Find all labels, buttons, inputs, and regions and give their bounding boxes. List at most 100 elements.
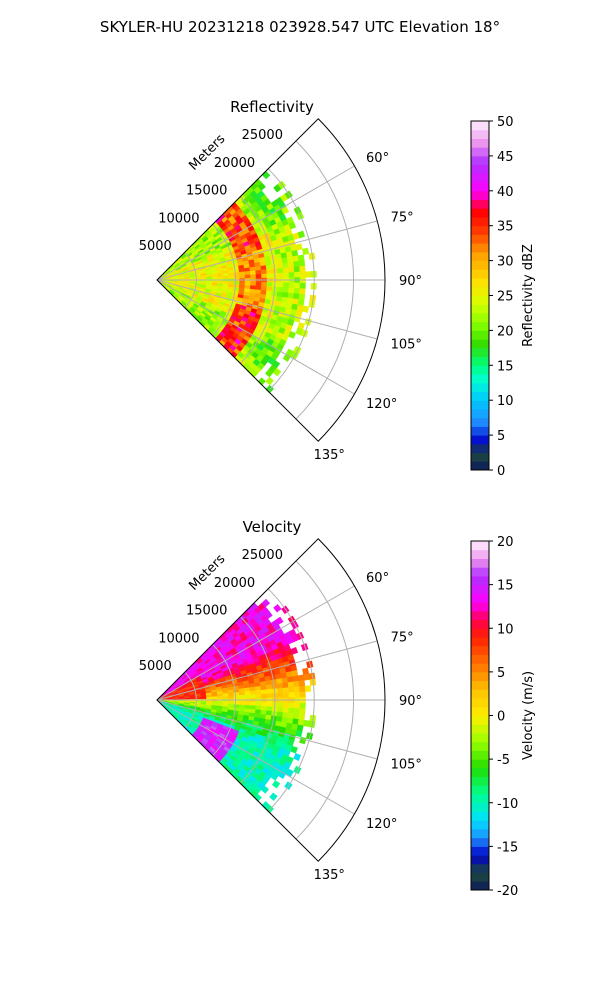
velocity-echo-cell xyxy=(200,697,207,700)
velocity-echo-cell xyxy=(298,713,306,721)
velocity-colorbar-segment xyxy=(471,689,489,699)
velocity-colorbar-segment xyxy=(471,837,489,847)
reflectivity-angle-tick-label: 90° xyxy=(399,274,422,289)
velocity-echo-cell xyxy=(265,684,273,690)
reflectivity-colorbar-tick-label: 20 xyxy=(497,324,514,339)
reflectivity-colorbar-segment xyxy=(471,321,489,331)
reflectivity-colorbar-segment xyxy=(471,408,489,419)
reflectivity-colorbar-segment xyxy=(471,234,489,244)
reflectivity-echo-cell xyxy=(238,271,246,276)
velocity-echo-cell xyxy=(282,707,290,714)
velocity-echo-cell xyxy=(288,707,295,714)
velocity-echo-cell xyxy=(287,681,295,688)
velocity-echo-cell xyxy=(233,695,240,699)
velocity-echo-cell xyxy=(273,603,282,613)
velocity-angle-tick-label: 120° xyxy=(366,817,397,832)
velocity-echo-cell xyxy=(244,694,251,699)
velocity-colorbar-segment xyxy=(471,593,489,603)
reflectivity-colorbar-segment xyxy=(471,391,489,401)
reflectivity-radial-gridline xyxy=(156,165,355,281)
reflectivity-echo-cell xyxy=(233,281,240,286)
reflectivity-colorbar-segment xyxy=(471,304,489,314)
reflectivity-echo-cell xyxy=(255,273,262,279)
velocity-radial-tick-label: 10000 xyxy=(158,631,199,646)
velocity-panel: Velocity 60° 75° 90° 105° 120° 135° 5000 10000 15… xyxy=(139,518,536,899)
reflectivity-echo-cell xyxy=(292,255,300,263)
reflectivity-colorbar-segment xyxy=(471,164,489,174)
velocity-echo-cell xyxy=(266,688,273,695)
reflectivity-colorbar-tick-label: 0 xyxy=(497,464,505,479)
velocity-colorbar-label: Velocity (m/s) xyxy=(521,671,536,760)
velocity-echo-cell xyxy=(288,692,295,698)
velocity-echo-cell xyxy=(266,693,273,699)
reflectivity-echo-cell xyxy=(244,270,251,276)
velocity-echo-cell xyxy=(290,646,299,655)
velocity-echo-cell xyxy=(261,598,271,608)
reflectivity-echo-cell xyxy=(239,281,246,286)
reflectivity-echo-cell xyxy=(266,282,273,288)
velocity-echo-cell xyxy=(249,686,256,692)
velocity-echo-cell xyxy=(299,685,306,693)
reflectivity-echo-cell xyxy=(244,281,251,286)
reflectivity-echo-cell xyxy=(288,266,295,273)
velocity-echo-cell xyxy=(292,675,300,683)
velocity-echo-cell xyxy=(287,712,295,719)
reflectivity-radial-tick-label: 5000 xyxy=(139,239,172,254)
reflectivity-colorbar-tick-label: 5 xyxy=(497,429,505,444)
velocity-colorbar-segment xyxy=(471,785,489,795)
velocity-colorbar-segment xyxy=(471,759,489,769)
velocity-colorbar-tick-label: -10 xyxy=(497,797,518,812)
velocity-echo-cell xyxy=(282,712,289,719)
reflectivity-colorbar-segment xyxy=(471,129,489,139)
reflectivity-angle-tick-label: 60° xyxy=(366,151,389,166)
velocity-echo-cell xyxy=(255,689,262,695)
reflectivity-echo-cell xyxy=(228,272,235,277)
velocity-echo-cell xyxy=(275,616,284,625)
velocity-echo-cell xyxy=(276,683,284,689)
reflectivity-echo-cell xyxy=(277,272,284,279)
reflectivity-colorbar-segment xyxy=(471,269,489,279)
velocity-echo-cell xyxy=(293,686,301,693)
velocity-colorbar-segment xyxy=(471,855,489,865)
reflectivity-colorbar-segment xyxy=(471,225,489,235)
velocity-echo-cell xyxy=(261,693,268,699)
reflectivity-radial-tick-label: 20000 xyxy=(214,156,255,171)
reflectivity-echo-cell xyxy=(255,281,262,287)
reflectivity-echo-cell xyxy=(287,292,295,299)
reflectivity-echo-cell xyxy=(282,287,290,294)
reflectivity-echo-cell xyxy=(254,265,262,271)
reflectivity-colorbar-segment xyxy=(471,121,489,131)
velocity-radial-gridline xyxy=(156,640,378,701)
velocity-echo-cell xyxy=(228,692,235,697)
velocity-grid xyxy=(156,560,385,840)
reflectivity-echo-cell xyxy=(282,267,290,274)
velocity-echo-cell xyxy=(288,686,295,693)
reflectivity-colorbar-segment xyxy=(471,426,489,436)
velocity-echo-cell xyxy=(261,701,268,707)
velocity-colorbar-segment xyxy=(471,602,489,612)
reflectivity-grid xyxy=(156,140,385,420)
reflectivity-colorbar-segment xyxy=(471,278,489,288)
velocity-colorbar-tick-label: -15 xyxy=(497,840,518,855)
velocity-colorbar-segment xyxy=(471,628,489,638)
reflectivity-echo-cell xyxy=(286,256,294,263)
velocity-echo-cell xyxy=(250,701,257,707)
velocity-colorbar-segment xyxy=(471,654,489,664)
reflectivity-echo-cell xyxy=(283,272,290,278)
velocity-colorbar-segment xyxy=(471,567,489,577)
velocity-colorbar-segment xyxy=(471,698,489,708)
reflectivity-colorbar-segment xyxy=(471,312,489,323)
reflectivity-echo-cell xyxy=(305,271,312,278)
velocity-colorbar-segment xyxy=(471,881,489,891)
velocity-colorbar-segment xyxy=(471,706,489,716)
reflectivity-echo-cell xyxy=(282,292,289,299)
reflectivity-echo-cell xyxy=(249,266,256,272)
reflectivity-echo-cell xyxy=(260,265,267,271)
reflectivity-echo-cell xyxy=(265,376,274,386)
reflectivity-echo-cell xyxy=(282,262,289,269)
velocity-echo-cell xyxy=(228,695,235,699)
reflectivity-echo-cell xyxy=(293,287,301,295)
reflectivity-echo-cell xyxy=(265,264,273,270)
reflectivity-echo-cell xyxy=(255,269,262,275)
velocity-echo-cell xyxy=(266,706,273,712)
